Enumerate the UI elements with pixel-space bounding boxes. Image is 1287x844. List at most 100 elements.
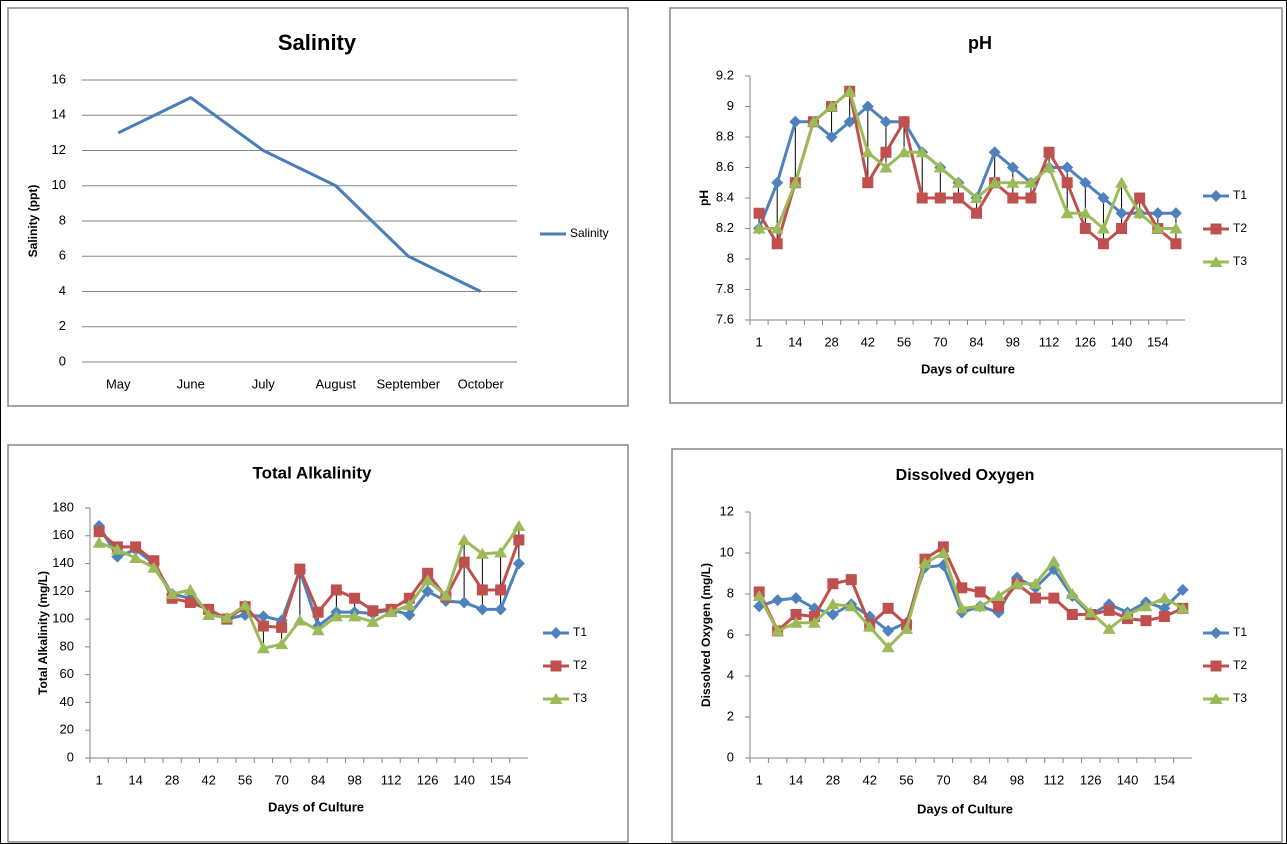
y-tick-label: 20 xyxy=(60,722,74,737)
marker xyxy=(1096,222,1110,234)
marker xyxy=(827,578,839,590)
marker xyxy=(1176,602,1190,614)
marker xyxy=(495,584,507,596)
legend-marker xyxy=(550,660,562,672)
marker xyxy=(475,547,489,559)
y-tick-label: 160 xyxy=(52,527,74,542)
y-tick-label: 8 xyxy=(727,250,734,265)
marker xyxy=(1006,176,1020,188)
y-tick-label: 10 xyxy=(720,544,734,559)
x-tick-label: 42 xyxy=(861,334,875,349)
marker xyxy=(1043,146,1055,158)
panel xyxy=(7,444,629,843)
y-tick-label: 7.8 xyxy=(716,281,734,296)
marker xyxy=(806,115,820,127)
x-tick-label: 98 xyxy=(1010,772,1024,787)
marker xyxy=(421,574,435,586)
marker xyxy=(882,602,894,614)
marker xyxy=(1061,177,1073,189)
marker xyxy=(294,563,306,575)
y-axis-label: pH xyxy=(697,190,711,206)
marker xyxy=(1103,604,1115,616)
x-tick-label: 140 xyxy=(453,772,475,787)
legend-label: T3 xyxy=(573,691,587,705)
marker xyxy=(845,574,857,586)
marker xyxy=(329,610,343,622)
x-tick-label: 112 xyxy=(1044,772,1065,787)
marker xyxy=(826,598,840,610)
x-tick-label: 154 xyxy=(490,772,512,787)
marker xyxy=(238,599,252,611)
marker xyxy=(257,620,269,632)
y-tick-label: 0 xyxy=(59,353,66,368)
marker xyxy=(1065,588,1079,599)
marker xyxy=(790,609,802,620)
marker xyxy=(422,567,434,579)
marker xyxy=(771,624,785,636)
marker xyxy=(956,582,968,594)
marker xyxy=(1115,176,1129,188)
marker xyxy=(898,116,910,128)
x-tick-label: 28 xyxy=(165,772,179,787)
marker xyxy=(1048,592,1060,604)
marker xyxy=(1176,583,1189,596)
marker xyxy=(92,536,106,548)
marker xyxy=(936,547,950,558)
marker xyxy=(825,131,838,143)
x-tick-label: September xyxy=(376,376,440,391)
marker xyxy=(988,176,1002,188)
x-tick-label: 56 xyxy=(899,772,913,787)
y-tick-label: 12 xyxy=(720,503,734,518)
y-tick-label: 8.4 xyxy=(716,189,734,204)
marker xyxy=(861,100,874,113)
legend-marker xyxy=(1209,256,1223,267)
marker xyxy=(512,520,526,532)
y-tick-label: 10 xyxy=(52,177,66,192)
legend-marker xyxy=(1210,627,1222,639)
marker xyxy=(1010,577,1024,589)
marker xyxy=(826,608,839,621)
legend-label: T1 xyxy=(1233,188,1247,202)
x-tick-label: 14 xyxy=(788,334,802,349)
x-tick-label: 56 xyxy=(238,772,252,787)
y-tick-label: 120 xyxy=(52,583,74,598)
x-tick-label: 98 xyxy=(347,772,361,787)
marker xyxy=(971,207,983,219)
marker xyxy=(808,611,820,623)
y-tick-label: 4 xyxy=(59,283,66,298)
marker xyxy=(494,603,507,616)
marker xyxy=(937,541,949,553)
marker xyxy=(220,611,234,623)
marker xyxy=(1115,207,1128,220)
marker xyxy=(843,115,856,128)
marker xyxy=(970,192,984,203)
marker xyxy=(1079,223,1091,234)
marker xyxy=(165,588,179,600)
legend-marker xyxy=(1210,190,1222,202)
marker xyxy=(1151,207,1164,220)
marker xyxy=(1157,592,1171,604)
y-tick-label: 2 xyxy=(59,318,66,333)
legend-marker xyxy=(1210,223,1222,235)
legend-marker xyxy=(1209,693,1223,704)
y-tick-label: 6 xyxy=(727,626,734,641)
x-tick-label: 1 xyxy=(96,772,103,787)
marker xyxy=(863,620,877,632)
x-tick-label: 14 xyxy=(128,772,142,787)
x-tick-label: 126 xyxy=(1080,772,1102,787)
legend-marker xyxy=(550,627,562,639)
marker xyxy=(770,222,784,234)
y-tick-label: 140 xyxy=(52,555,74,570)
marker xyxy=(147,561,161,573)
marker xyxy=(1140,615,1152,627)
marker xyxy=(130,541,142,553)
marker xyxy=(881,641,895,653)
y-tick-label: 8.2 xyxy=(716,220,734,235)
y-tick-label: 100 xyxy=(52,611,74,626)
marker xyxy=(1169,207,1182,220)
marker xyxy=(1028,577,1042,589)
legend-label: T1 xyxy=(573,625,587,639)
marker xyxy=(276,621,288,633)
chart-title: pH xyxy=(968,33,992,53)
marker xyxy=(862,177,874,189)
